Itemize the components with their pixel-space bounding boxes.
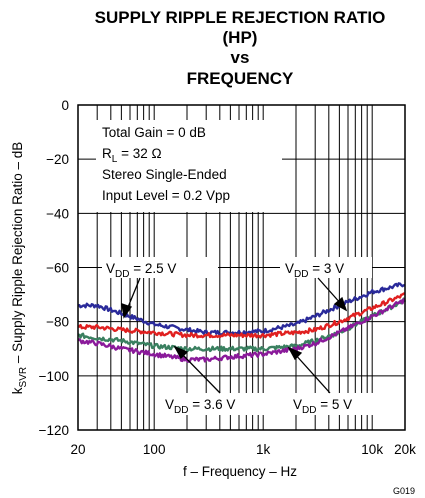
y-axis-label: kSVR – Supply Ripple Rejection Ratio – d… <box>10 142 29 394</box>
chart-title-line-1: SUPPLY RIPPLE REJECTION RATIO <box>95 8 386 27</box>
x-axis-label: f – Frequency – Hz <box>183 464 297 479</box>
y-tick-label: −100 <box>39 369 69 384</box>
y-tick-label: −60 <box>46 261 69 276</box>
series-line-2 <box>77 297 407 353</box>
conditions-box <box>96 120 282 212</box>
y-tick-label: −80 <box>46 315 69 330</box>
arrow-5v-head <box>287 346 303 361</box>
y-tick-label: −20 <box>46 152 69 167</box>
label-box-3v <box>280 257 372 278</box>
arrow-2p5v-head <box>121 303 133 319</box>
condition-load: RL = 32 Ω <box>102 146 162 165</box>
arrow-3p6v-line <box>179 351 221 394</box>
condition-mode: Stereo Single-Ended <box>102 167 227 182</box>
x-tick-label: 10k <box>361 442 383 457</box>
chart-title-line-2: (HP) <box>223 28 258 47</box>
figure-id: G019 <box>393 486 415 496</box>
plot-frame <box>77 104 406 431</box>
y-tick-labels: 0 −20 −40 −60 −80 −100 −120 <box>39 98 69 438</box>
arrow-3v-line <box>317 277 343 306</box>
arrow-5v-line <box>293 352 331 394</box>
annotation-arrows <box>121 277 348 394</box>
x-tick-label: 20k <box>394 442 416 457</box>
x-tick-label: 20 <box>70 442 85 457</box>
condition-input-level: Input Level = 0.2 Vpp <box>102 188 230 203</box>
x-tick-label: 1k <box>256 442 271 457</box>
label-box-5v <box>288 393 374 415</box>
chart-title-line-4: FREQUENCY <box>187 69 294 88</box>
condition-gain: Total Gain = 0 dB <box>102 125 206 140</box>
label-box-2p5v <box>102 257 218 278</box>
series-line-1 <box>77 292 406 339</box>
x-tick-label: 100 <box>143 442 166 457</box>
y-tick-label: 0 <box>61 98 69 113</box>
label-box-3p6v <box>160 393 270 415</box>
arrow-3p6v-head <box>173 345 189 360</box>
series-layer <box>77 282 407 363</box>
y-tick-label: −40 <box>46 206 69 221</box>
y-tick-label: −120 <box>39 423 69 438</box>
chart-title-line-3: vs <box>231 48 250 67</box>
x-tick-labels: 20 100 1k 10k 20k <box>70 442 416 457</box>
arrow-3v-head <box>333 296 348 312</box>
series-line-3 <box>77 298 406 363</box>
